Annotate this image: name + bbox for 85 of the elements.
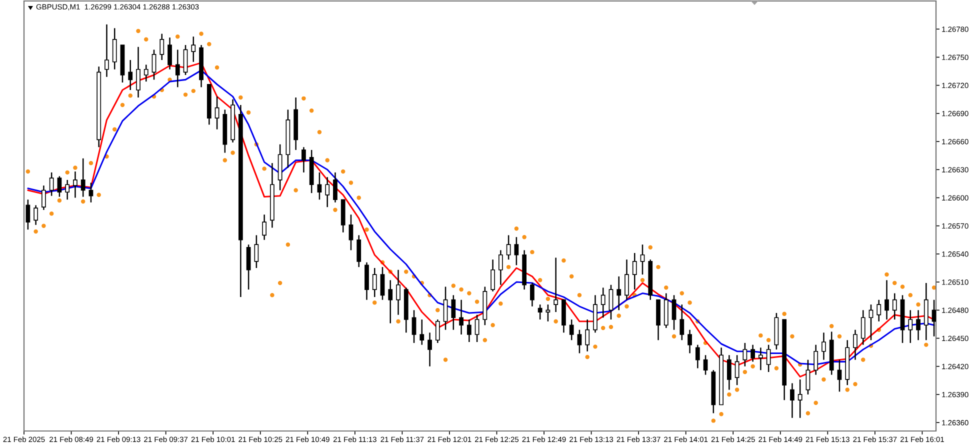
candlestick bbox=[380, 266, 385, 300]
candlestick bbox=[530, 282, 534, 308]
candlestick bbox=[916, 310, 920, 341]
candlestick bbox=[428, 332, 432, 367]
candlestick bbox=[632, 252, 637, 290]
candlestick bbox=[538, 304, 542, 320]
candlestick bbox=[372, 267, 377, 298]
candlestick bbox=[34, 204, 38, 226]
candlestick bbox=[884, 280, 889, 320]
candlestick bbox=[214, 96, 220, 130]
candlestick bbox=[435, 318, 440, 344]
candlestick bbox=[490, 258, 495, 292]
candlestick bbox=[152, 49, 156, 80]
candlestick bbox=[837, 359, 842, 392]
candlestick bbox=[616, 276, 622, 311]
candlestick bbox=[104, 24, 109, 78]
candlestick bbox=[168, 36, 172, 70]
candlestick bbox=[112, 28, 117, 70]
candlestick bbox=[569, 318, 574, 341]
candlestick bbox=[908, 310, 913, 344]
candlestick bbox=[325, 176, 330, 208]
candlestick bbox=[443, 286, 448, 330]
candlestick bbox=[608, 284, 614, 320]
candlestick bbox=[451, 294, 456, 330]
candlestick bbox=[506, 234, 511, 260]
candlestick bbox=[333, 172, 338, 204]
candlestick bbox=[246, 244, 251, 290]
candlestick bbox=[742, 342, 748, 367]
candlestick bbox=[734, 354, 740, 386]
candlestick bbox=[254, 234, 259, 269]
candlestick bbox=[65, 179, 70, 200]
candlestick bbox=[73, 170, 78, 198]
candlestick bbox=[680, 304, 684, 341]
candlestick bbox=[868, 304, 874, 341]
candlestick bbox=[191, 36, 196, 63]
candlestick bbox=[726, 354, 732, 390]
candlestick bbox=[790, 382, 794, 419]
candlestick bbox=[317, 172, 322, 200]
candlestick bbox=[853, 329, 858, 360]
candlestick bbox=[766, 344, 771, 373]
candlestick bbox=[798, 378, 802, 419]
candlestick bbox=[860, 310, 866, 346]
candlestick bbox=[388, 280, 393, 324]
candlestick bbox=[88, 182, 94, 204]
candlestick bbox=[136, 46, 140, 98]
candlestick bbox=[412, 310, 416, 344]
candlestick bbox=[175, 49, 180, 88]
candlestick bbox=[348, 214, 354, 251]
candlestick bbox=[585, 318, 590, 352]
candlestick bbox=[459, 299, 464, 336]
candlestick bbox=[546, 304, 550, 322]
candlestick bbox=[26, 198, 30, 230]
candlestick bbox=[42, 184, 46, 211]
candlestick bbox=[160, 33, 164, 61]
candlestick bbox=[356, 234, 362, 268]
candlestick bbox=[262, 214, 267, 241]
candlestick bbox=[144, 64, 148, 82]
candlestick bbox=[695, 344, 700, 369]
candlestick bbox=[49, 172, 54, 196]
candlestick bbox=[814, 344, 818, 376]
candlestick bbox=[703, 354, 708, 376]
candlestick bbox=[80, 158, 86, 198]
candlestick bbox=[624, 258, 629, 300]
candlestick bbox=[128, 59, 133, 91]
candlestick bbox=[758, 347, 763, 371]
candlestick bbox=[514, 236, 519, 266]
candlestick bbox=[600, 287, 606, 318]
candlestick bbox=[688, 329, 692, 354]
candlestick bbox=[577, 329, 582, 354]
candlestick bbox=[474, 314, 480, 343]
candlestick bbox=[466, 318, 472, 343]
candlestick bbox=[396, 269, 400, 316]
candlestick bbox=[750, 344, 756, 362]
candlestick bbox=[892, 292, 897, 320]
candlestick bbox=[672, 294, 676, 330]
candlestick bbox=[640, 244, 645, 276]
candlestick bbox=[554, 257, 558, 313]
candlestick bbox=[302, 146, 306, 174]
candlestick bbox=[822, 332, 826, 360]
candlestick bbox=[806, 359, 810, 396]
candlestick bbox=[57, 176, 62, 198]
candlestick bbox=[876, 299, 882, 322]
candlestick bbox=[498, 250, 503, 286]
candlestick bbox=[183, 44, 188, 76]
candlestick bbox=[420, 318, 424, 346]
